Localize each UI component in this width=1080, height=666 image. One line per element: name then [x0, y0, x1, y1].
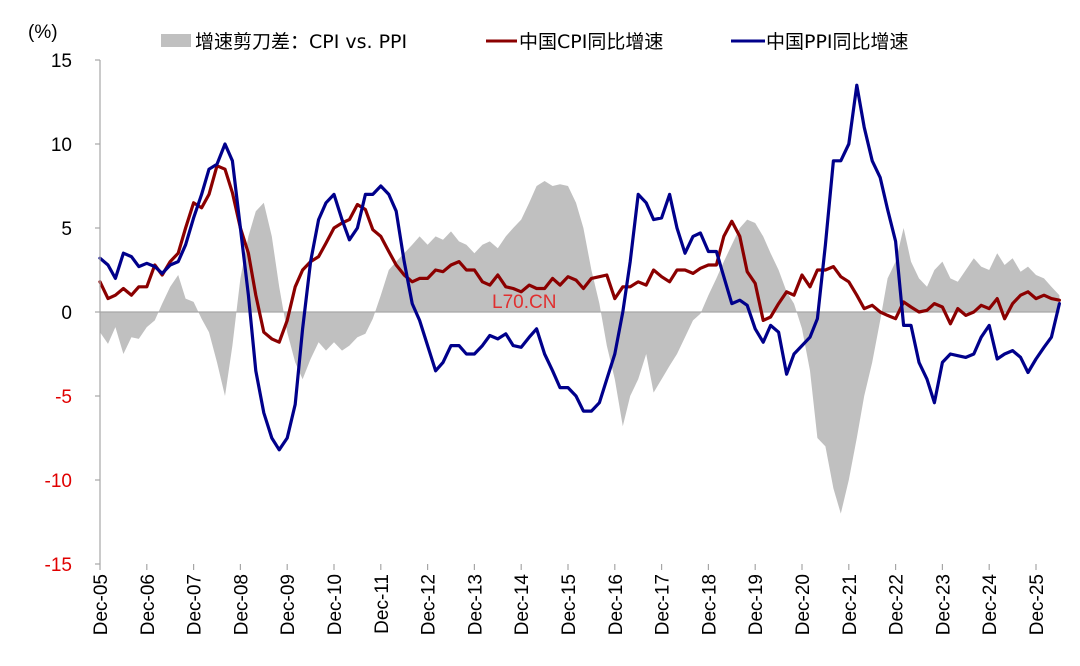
- x-tick-label: Dec-13: [465, 574, 486, 635]
- y-unit-label: (%): [28, 22, 58, 43]
- x-tick-label: Dec-25: [1027, 574, 1048, 635]
- y-tick-label: 10: [51, 135, 72, 156]
- y-tick-label: 5: [61, 219, 72, 240]
- series-line-layer: [98, 83, 1061, 452]
- x-tick-label: Dec-23: [933, 574, 954, 635]
- x-tick-label: Dec-09: [278, 574, 299, 635]
- legend-spread-swatch: [161, 34, 191, 47]
- x-tick-label: Dec-14: [512, 574, 533, 636]
- x-tick-label: Dec-24: [980, 574, 1001, 636]
- x-tick-label: Dec-15: [559, 574, 580, 635]
- y-tick-labels: 15 10 5 0 -5 -10 -15: [45, 51, 100, 576]
- spread-area: [100, 181, 1060, 514]
- x-tick-labels: Dec-05 Dec-06 Dec-07 Dec-08 Dec-09 Dec-10 Dec-…: [91, 564, 1048, 635]
- x-tick-label: Dec-10: [325, 574, 346, 635]
- watermark-text: L70.CN: [492, 292, 556, 313]
- y-tick-label: -10: [45, 471, 72, 492]
- y-tick-label: 0: [61, 303, 72, 324]
- x-tick-label: Dec-12: [419, 574, 440, 635]
- x-tick-label: Dec-07: [185, 574, 206, 635]
- spread-area-layer: [100, 181, 1060, 514]
- x-tick-label: Dec-21: [840, 574, 861, 635]
- x-tick-label: Dec-08: [231, 574, 252, 635]
- y-tick-label: 15: [51, 51, 72, 72]
- x-tick-label: Dec-06: [138, 574, 159, 635]
- x-tick-label: Dec-19: [746, 574, 767, 635]
- x-tick-label: Dec-20: [793, 574, 814, 635]
- legend: 增速剪刀差：CPI vs. PPI 中国CPI同比增速 中国PPI同比增速: [161, 31, 909, 53]
- legend-ppi-label: 中国PPI同比增速: [766, 31, 909, 53]
- y-tick-label: -15: [45, 555, 72, 576]
- x-tick-label: Dec-11: [372, 574, 393, 634]
- legend-cpi-label: 中国CPI同比增速: [519, 31, 663, 53]
- ppi-line: [98, 83, 1061, 452]
- legend-spread-label: 增速剪刀差：CPI vs. PPI: [195, 31, 407, 53]
- cpi-line: [98, 164, 1061, 344]
- x-tick-label: Dec-22: [887, 574, 908, 635]
- x-tick-label: Dec-05: [91, 574, 112, 635]
- x-tick-label: Dec-16: [606, 574, 627, 635]
- y-tick-label: -5: [55, 387, 72, 408]
- x-tick-label: Dec-18: [699, 574, 720, 635]
- x-tick-label: Dec-17: [653, 574, 674, 635]
